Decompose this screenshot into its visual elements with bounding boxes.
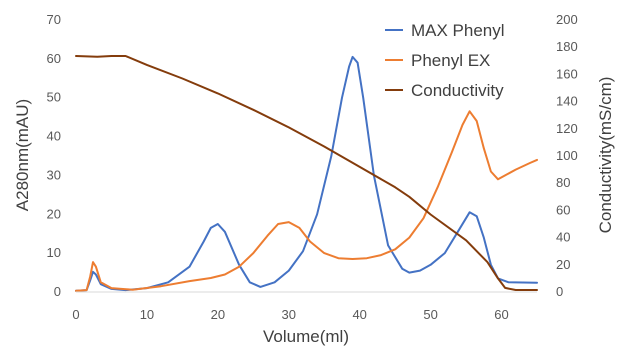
y-left-tick-label: 20 (47, 206, 61, 221)
legend-label-phenyl-ex: Phenyl EX (411, 51, 490, 70)
x-tick-label: 50 (423, 307, 437, 322)
y-right-tick-label: 200 (556, 12, 578, 27)
x-tick-label: 20 (211, 307, 225, 322)
y-right-tick-label: 0 (556, 284, 563, 299)
y-left-tick-label: 40 (47, 129, 61, 144)
y-right-tick-label: 80 (556, 175, 570, 190)
y-right-tick-labels: 0 20 40 60 80 100 120 140 160 180 200 (556, 12, 578, 299)
x-tick-label: 30 (282, 307, 296, 322)
series-line-phenyl-ex (75, 110, 538, 292)
y-right-tick-label: 40 (556, 230, 570, 245)
x-tick-label: 10 (140, 307, 154, 322)
y-right-tick-label: 180 (556, 39, 578, 54)
series-line-conductivity (75, 55, 538, 291)
y-right-tick-label: 140 (556, 94, 578, 109)
y-left-axis-title: A280nm(mAU) (13, 99, 32, 211)
x-tick-labels: 0 10 20 30 40 50 60 (72, 307, 508, 322)
legend: MAX Phenyl Phenyl EX Conductivity (385, 21, 505, 100)
y-right-tick-label: 120 (556, 121, 578, 136)
y-right-tick-label: 160 (556, 66, 578, 81)
y-left-tick-label: 30 (47, 167, 61, 182)
legend-label-conductivity: Conductivity (411, 81, 504, 100)
y-right-axis-title: Conductivity(mS/cm) (596, 77, 615, 234)
y-left-tick-label: 60 (47, 51, 61, 66)
legend-label-max-phenyl: MAX Phenyl (411, 21, 505, 40)
x-tick-label: 40 (352, 307, 366, 322)
x-tick-label: 0 (72, 307, 79, 322)
x-axis-title: Volume(ml) (263, 327, 349, 346)
y-left-tick-label: 50 (47, 90, 61, 105)
series-lines (75, 55, 538, 292)
y-left-tick-label: 70 (47, 12, 61, 27)
y-left-tick-label: 0 (54, 284, 61, 299)
y-left-tick-label: 10 (47, 245, 61, 260)
y-left-tick-labels: 0 10 20 30 40 50 60 70 (47, 12, 61, 299)
y-right-tick-label: 100 (556, 148, 578, 163)
x-tick-label: 60 (494, 307, 508, 322)
y-right-tick-label: 20 (556, 257, 570, 272)
y-right-tick-label: 60 (556, 202, 570, 217)
